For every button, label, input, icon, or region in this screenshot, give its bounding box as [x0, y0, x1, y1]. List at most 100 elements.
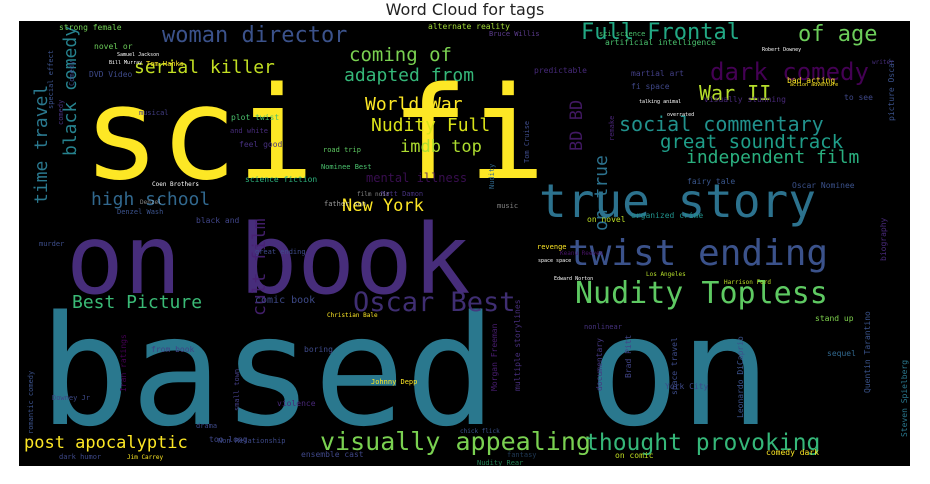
cloud-word: Nudity Full: [371, 115, 490, 136]
cloud-word: ensemble cast: [301, 450, 364, 459]
cloud-word: Nudity Topless: [575, 276, 828, 311]
cloud-word: Denzel: [140, 199, 162, 206]
cloud-word: Denzel Wash: [117, 208, 163, 216]
cloud-word: great soundtrack: [660, 131, 844, 153]
cloud-word: true story: [539, 174, 816, 228]
cloud-word: chick flick: [460, 428, 500, 435]
cloud-word: nonlinear: [584, 323, 622, 331]
cloud-word: on novel: [587, 215, 626, 224]
cloud-word: science fiction: [245, 175, 317, 184]
cloud-word: talking animal: [639, 99, 681, 105]
cloud-word: space space: [538, 258, 571, 264]
cloud-word: Iran ratings: [119, 334, 128, 392]
cloud-word: Johnny Depp: [371, 378, 417, 386]
cloud-word: Samuel Jackson: [117, 52, 159, 58]
cloud-word: Tom Hanks: [146, 60, 184, 68]
cloud-word: dark comedy: [710, 58, 869, 86]
cloud-word: comedy dark: [766, 448, 819, 457]
cloud-word: sequel: [827, 349, 856, 358]
cloud-word: woman director: [162, 23, 347, 48]
cloud-word: time travel: [31, 85, 52, 204]
cloud-word: strong female: [59, 23, 122, 32]
cloud-word: plot twist: [231, 113, 279, 122]
cloud-word: organized crime: [631, 211, 703, 220]
cloud-word: adapted from: [344, 65, 474, 86]
cloud-word: Quentin Tarantino: [863, 311, 872, 393]
cloud-word: dark humor: [59, 453, 101, 461]
cloud-word: mental illness: [366, 171, 467, 185]
cloud-word: small town: [233, 369, 241, 411]
cloud-word: feel good: [239, 140, 283, 149]
cloud-word: novel or: [94, 42, 133, 51]
cloud-word: Jim Carrey: [127, 454, 164, 461]
cloud-word: York City: [665, 382, 709, 391]
cloud-word: sci fi: [83, 60, 545, 209]
cloud-word: Matt Damon: [381, 190, 423, 198]
cloud-word: remake: [608, 116, 616, 141]
cloud-word: cult film: [249, 218, 270, 316]
cloud-word: biography: [879, 217, 888, 261]
cloud-word: black and: [196, 216, 240, 225]
cloud-word: of age: [798, 22, 877, 47]
cloud-word: predictable: [534, 66, 587, 75]
cloud-word: too long: [209, 435, 248, 444]
cloud-word: special effect: [47, 50, 55, 109]
cloud-word: action adventure: [790, 82, 838, 88]
cloud-word: Christian Bale: [327, 312, 378, 319]
cloud-word: Nudity Rear: [477, 459, 523, 466]
cloud-word: high school: [91, 189, 210, 210]
cloud-word: based on: [39, 283, 771, 460]
cloud-word: twist ending: [568, 233, 828, 274]
cloud-word: fairy tale: [687, 177, 735, 186]
cloud-word: World War: [365, 94, 463, 115]
cloud-word: Morgan Freeman: [490, 323, 499, 391]
cloud-word: multiple storylines: [513, 299, 522, 391]
cloud-word: sci science: [599, 30, 645, 38]
cloud-word: revenge: [537, 243, 567, 251]
cloud-word: on comic: [615, 451, 654, 460]
cloud-word: Harrison Ford: [724, 279, 771, 286]
cloud-word: Nominee Best: [321, 163, 372, 171]
cloud-word: thought provoking: [585, 430, 820, 456]
cloud-word: Non Relationship: [218, 437, 285, 445]
cloud-word: murder: [39, 240, 64, 248]
cloud-word: on book: [66, 204, 471, 316]
cloud-word: Keanu Reeves: [560, 250, 604, 257]
cloud-word: bad acting: [787, 76, 835, 85]
cloud-word: comic book: [255, 295, 315, 306]
cloud-word: visually stunning: [704, 95, 786, 104]
cloud-word: on true: [591, 155, 612, 231]
cloud-word: from book: [151, 345, 195, 354]
cloud-word: stand up: [815, 314, 854, 323]
cloud-word: musical: [139, 109, 169, 117]
cloud-word: post apocalyptic: [24, 433, 188, 453]
cloud-word: social commentary: [619, 112, 824, 136]
cloud-word: martial art: [631, 69, 684, 78]
cloud-word: Bruce Willis: [489, 30, 540, 38]
cloud-word: Comedy: [68, 61, 76, 86]
cloud-word: War II: [699, 81, 771, 105]
cloud-word: fi space: [631, 82, 670, 91]
cloud-word: black comedy: [60, 26, 81, 156]
cloud-word: Los Angeles: [646, 271, 686, 278]
cloud-word: Downey Jr: [52, 394, 90, 402]
cloud-word: to see: [844, 93, 873, 102]
cloud-word: artificial intelligence: [605, 38, 716, 47]
cloud-word: great ending: [255, 248, 306, 256]
cloud-word: comedy: [57, 100, 65, 125]
cloud-word: DVD Video: [89, 70, 133, 79]
cloud-word: overrated: [667, 112, 694, 118]
cloud-word: Brad Pitt: [624, 334, 633, 378]
cloud-word: and white: [230, 127, 268, 135]
cloud-word: BD BD: [567, 100, 587, 151]
cloud-word: visually appealing: [320, 427, 591, 456]
cloud-word: space travel: [670, 337, 679, 395]
cloud-word: violence: [277, 399, 316, 408]
cloud-word: Oscar Nominee: [792, 181, 855, 190]
cloud-word: serial killer: [134, 57, 275, 78]
cloud-word: Best Picture: [72, 292, 202, 313]
cloud-word: boring: [304, 345, 333, 354]
cloud-word: Full Frontal: [581, 21, 740, 45]
cloud-word: writer: [872, 59, 894, 66]
